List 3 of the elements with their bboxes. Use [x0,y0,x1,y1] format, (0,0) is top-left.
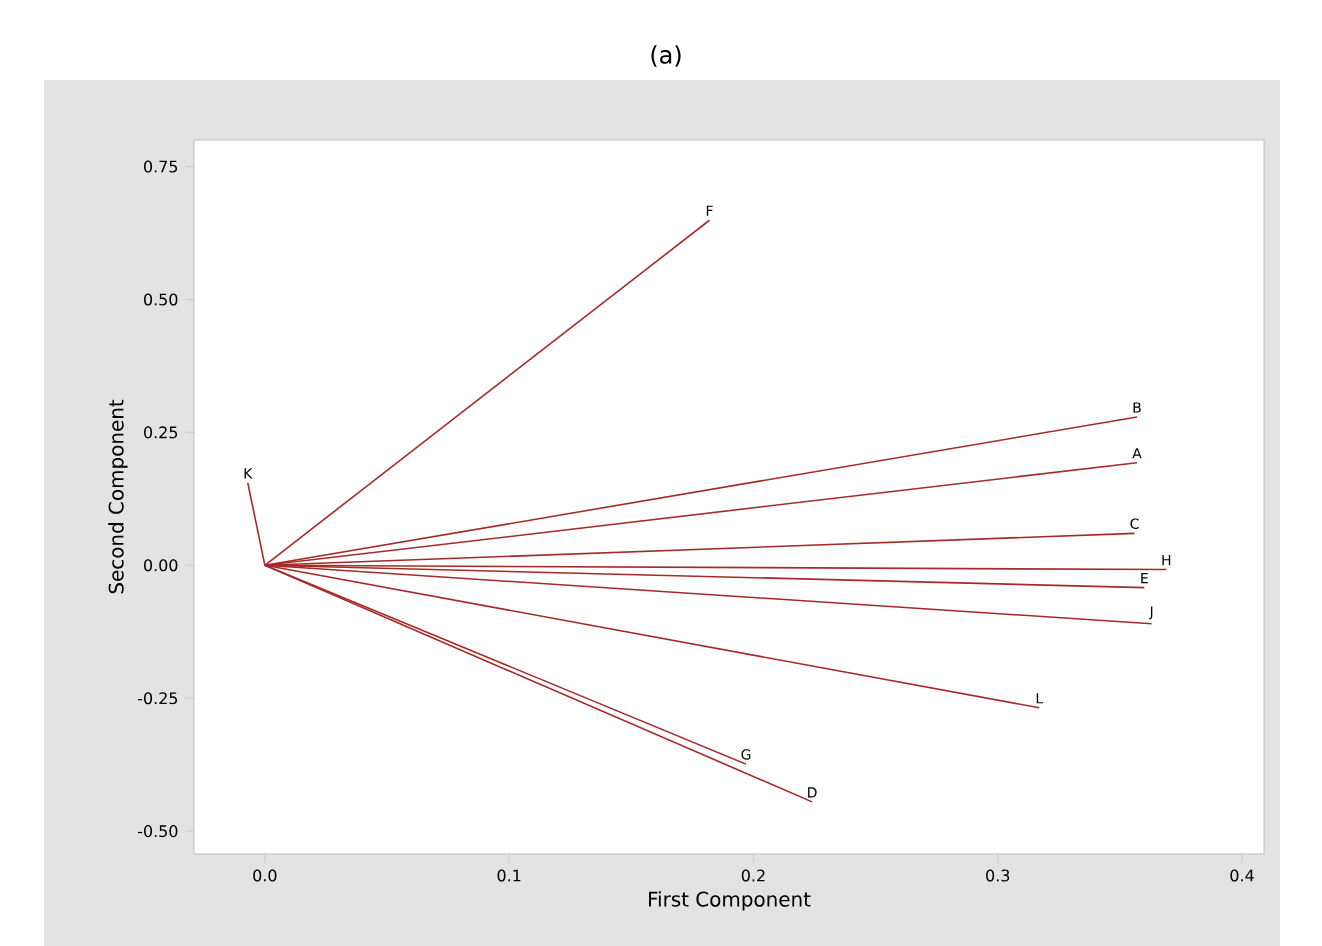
x-axis-title: First Component [649,891,811,911]
chart-title: (a) [651,45,681,67]
y-axis-title: Second Component [108,399,128,594]
